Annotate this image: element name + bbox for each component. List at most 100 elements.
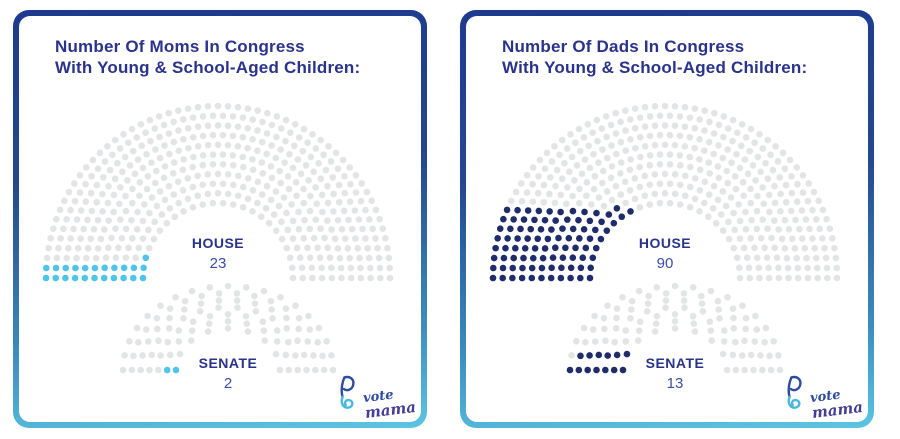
seat-dot: [76, 171, 84, 179]
seat-dot: [142, 254, 150, 262]
seat-dot: [303, 366, 310, 374]
seat-dot: [736, 264, 743, 272]
seat-dot: [680, 290, 688, 297]
seat-dot: [767, 151, 774, 159]
seat-dot: [144, 226, 152, 234]
seat-dot: [304, 338, 312, 345]
seat-dot: [282, 305, 290, 312]
seat-dot: [104, 142, 111, 150]
logo-word-mama: mama: [363, 397, 417, 423]
seat-dot: [765, 274, 773, 282]
seat-dot: [709, 204, 717, 212]
seat-dot: [611, 338, 618, 346]
seat-dot: [67, 235, 74, 242]
seat-dot: [603, 133, 610, 141]
seat-dot: [272, 154, 280, 162]
seat-dot: [143, 150, 150, 158]
seat-dot: [105, 182, 112, 190]
seat-dot: [696, 166, 704, 174]
seat-dot: [242, 283, 250, 291]
seat-dot: [172, 293, 179, 301]
seat-dot: [724, 125, 732, 132]
seat-dot: [273, 327, 281, 334]
seat-dot: [214, 141, 222, 149]
seat-dot: [249, 208, 256, 215]
seat-dot: [318, 264, 325, 272]
seat-dot: [53, 254, 61, 262]
seat-dot: [567, 131, 574, 138]
seat-dot: [82, 198, 90, 205]
seat-dot: [214, 102, 222, 110]
seat-dot: [234, 103, 242, 111]
seat-dot: [150, 235, 158, 243]
seat-dot: [282, 137, 289, 145]
seat-dot: [764, 225, 771, 232]
seat-dot: [788, 235, 796, 243]
dads-house-value: 90: [656, 255, 674, 272]
seat-dot: [641, 123, 649, 131]
seat-dot: [73, 216, 81, 223]
seat-dot: [99, 208, 106, 215]
seat-dot: [55, 244, 62, 252]
seat-dot: [653, 283, 661, 291]
seat-dot: [291, 142, 298, 150]
seat-dot: [581, 208, 588, 216]
seat-dot: [80, 225, 88, 233]
seat-dot: [742, 208, 749, 216]
seat-dot: [741, 337, 748, 345]
seat-dot: [536, 156, 544, 164]
votemama-wordmark: vote mama: [362, 386, 417, 423]
seat-dot: [209, 112, 217, 120]
seat-dot: [258, 191, 266, 198]
seat-dot: [146, 116, 154, 124]
seat-dot: [347, 274, 355, 282]
seat-dot: [42, 274, 50, 282]
seat-dot: [671, 141, 679, 149]
seat-dot: [352, 189, 360, 196]
seat-dot: [267, 163, 275, 170]
seat-dot: [294, 337, 301, 345]
seat-dot: [631, 105, 639, 112]
seat-dot: [568, 153, 576, 161]
seat-dot: [77, 235, 84, 242]
seat-dot: [666, 112, 674, 120]
seat-dot: [301, 216, 308, 224]
seat-dot: [628, 306, 635, 313]
seat-dot: [142, 326, 150, 333]
seat-dot: [154, 325, 161, 333]
seat-dot: [309, 274, 316, 282]
seat-dot: [761, 338, 768, 346]
seat-dot: [324, 217, 331, 224]
seat-dot: [352, 171, 360, 179]
seat-dot: [377, 274, 384, 282]
moms-house-label: HOUSE: [191, 235, 245, 251]
seat-dot: [804, 197, 812, 205]
seat-dot: [552, 244, 559, 252]
seat-dot: [489, 264, 497, 272]
seat-dot: [520, 254, 527, 262]
seat-dot: [555, 234, 562, 242]
seat-dot: [738, 352, 746, 359]
seat-dot: [114, 159, 121, 167]
seat-dot: [70, 225, 77, 233]
seat-dot: [52, 274, 59, 282]
seat-dot: [699, 307, 707, 315]
seat-dot: [128, 125, 136, 133]
seat-dot: [539, 254, 547, 262]
seat-dot: [115, 200, 123, 208]
seat-dot: [169, 170, 177, 177]
seat-dot: [656, 180, 664, 188]
seat-dot: [591, 173, 599, 180]
seat-dot: [757, 352, 764, 359]
seat-dot: [646, 201, 654, 208]
seat-dot: [719, 154, 727, 162]
seat-dot: [318, 191, 326, 199]
seat-dot: [546, 190, 553, 198]
seat-dot: [259, 318, 267, 326]
seat-dot: [120, 264, 128, 272]
seat-dot: [671, 325, 679, 332]
seat-dot: [289, 235, 297, 242]
seat-dot: [305, 312, 312, 320]
seat-dot: [292, 179, 300, 186]
seat-dot: [696, 208, 703, 215]
